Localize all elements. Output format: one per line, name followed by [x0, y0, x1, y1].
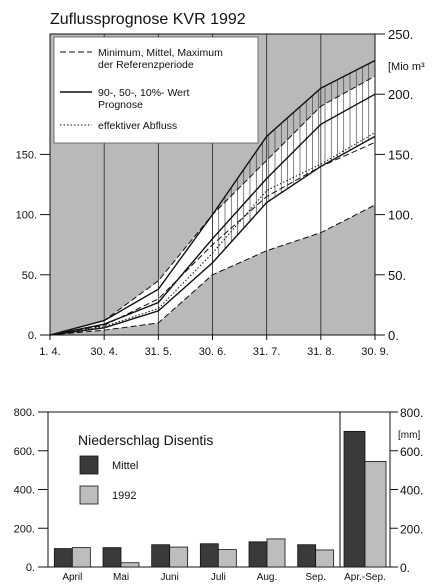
- legend-label: Prognose: [98, 99, 143, 111]
- y-tick-label-right: 200.: [400, 522, 423, 536]
- y-tick-label-right: 0.: [388, 328, 399, 343]
- x-tick-label: 31. 7.: [253, 346, 281, 358]
- y-tick-label-right: 800.: [400, 406, 423, 420]
- bar-1992: [315, 549, 335, 568]
- legend-label: effektiver Abfluss: [98, 120, 177, 132]
- x-tick-label: 31. 8.: [307, 346, 335, 358]
- x-tick-label: 1. 4.: [39, 346, 60, 358]
- y-tick-label-left: 150.: [16, 149, 37, 161]
- y-tick-label-right: 250.: [388, 27, 413, 42]
- x-category-label: Aug.: [257, 572, 278, 583]
- y-tick-label-right: 0.: [400, 561, 410, 575]
- bar-1992: [266, 538, 286, 568]
- aggregate-bar-1992: [364, 461, 387, 568]
- bar-1992: [169, 546, 189, 568]
- bar-mittel: [102, 547, 122, 568]
- precipitation-plot-area: April Mai Juni Juli Aug. Sep. Apr.-Sep. 0. 200. 4…: [14, 406, 424, 583]
- y-tick-label-left: 0.: [28, 330, 37, 342]
- legend-label: der Referenzperiode: [98, 59, 194, 71]
- y-tick-label-right: 150.: [388, 147, 413, 162]
- y-tick-label-right: 400.: [400, 484, 423, 498]
- series-line-solid: [49, 93, 376, 336]
- y-tick-label-left: 400.: [14, 485, 35, 497]
- aggregate-bar-mittel: [343, 430, 366, 568]
- y-tick-label-right: 200.: [388, 87, 413, 102]
- forecast-title: Zuflussprognose KVR 1992: [50, 11, 246, 28]
- precipitation-chart: April Mai Juni Juli Aug. Sep. Apr.-Sep. 0. 200. 4…: [14, 406, 424, 583]
- bar-1992: [71, 547, 91, 568]
- series-line-solid: [49, 135, 376, 336]
- x-tick-label: 31. 5.: [145, 346, 173, 358]
- x-tick-label: 30. 4.: [90, 346, 118, 358]
- y-tick-label-right: 50.: [388, 268, 406, 283]
- y-tick-label-right: 100.: [388, 208, 413, 223]
- bar-mittel: [248, 541, 268, 568]
- bar-1992: [120, 562, 140, 568]
- x-category-label: Juli: [211, 572, 226, 583]
- y-tick-label-left: 200.: [14, 523, 35, 535]
- y-tick-label-left: 600.: [14, 446, 35, 458]
- bar-mittel: [297, 544, 317, 568]
- bar-mittel: [53, 548, 73, 568]
- precipitation-unit-label: [mm]: [398, 430, 420, 441]
- x-category-label: Mai: [113, 572, 129, 583]
- series-line-solid: [49, 59, 376, 336]
- x-tick-label: 30. 6.: [199, 346, 227, 358]
- y-tick-label-left: 100.: [16, 210, 37, 222]
- bar-mittel: [199, 543, 219, 568]
- legend-label: 1992: [112, 490, 136, 502]
- legend-label: Mittel: [112, 460, 138, 472]
- x-category-label: April: [62, 572, 82, 583]
- precipitation-legend: Mittel 1992: [79, 455, 138, 505]
- x-category-label: Apr.-Sep.: [344, 572, 386, 583]
- legend-label: 90-, 50-, 10%- Wert: [98, 87, 190, 99]
- y-tick-label-left: 800.: [14, 407, 35, 419]
- bar-1992: [217, 549, 237, 568]
- y-tick-label-left: 0.: [26, 562, 35, 574]
- x-category-label: Juni: [160, 572, 178, 583]
- bar-mittel: [151, 544, 171, 568]
- x-category-label: Sep.: [305, 572, 326, 583]
- series-line-dotted: [49, 132, 376, 336]
- y-tick-label-right: 600.: [400, 445, 423, 459]
- forecast-unit-label: [Mio m³: [388, 61, 425, 73]
- y-tick-label-left: 50.: [22, 270, 37, 282]
- series-line-dashed: [49, 204, 376, 336]
- legend-label: Minimum, Mittel, Maximum: [98, 47, 223, 59]
- x-tick-label: 30. 9.: [361, 346, 389, 358]
- legend-swatch-1992: [79, 485, 99, 505]
- precipitation-title: Niederschlag Disentis: [78, 432, 213, 448]
- forecast-chart: Zuflussprognose KVR 1992 1. 4. 30. 4. 31. …: [16, 11, 425, 358]
- legend-swatch-mittel: [79, 455, 99, 475]
